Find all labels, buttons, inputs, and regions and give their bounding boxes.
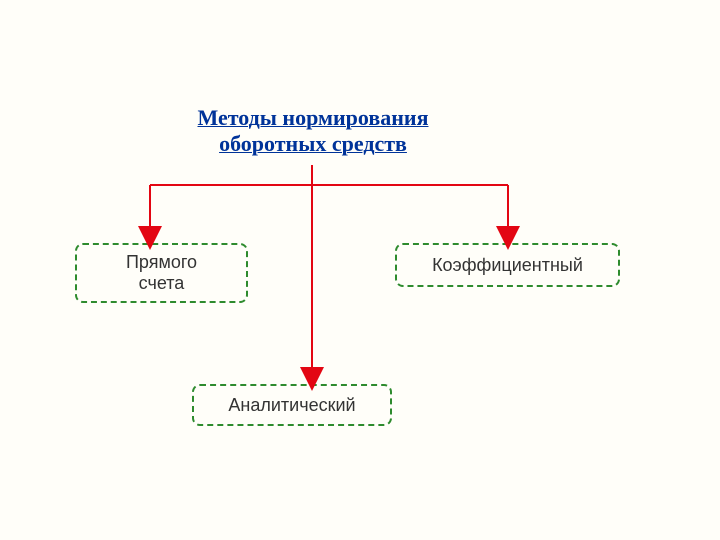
- node-direct: Прямого счета: [75, 243, 248, 303]
- node-coeff: Коэффициентный: [395, 243, 620, 287]
- node-coeff-label: Коэффициентный: [432, 255, 583, 276]
- node-direct-label: Прямого счета: [126, 252, 197, 294]
- node-analytic: Аналитический: [192, 384, 392, 426]
- node-analytic-label: Аналитический: [228, 395, 355, 416]
- diagram-title: Методы нормирования оборотных средств: [183, 105, 443, 157]
